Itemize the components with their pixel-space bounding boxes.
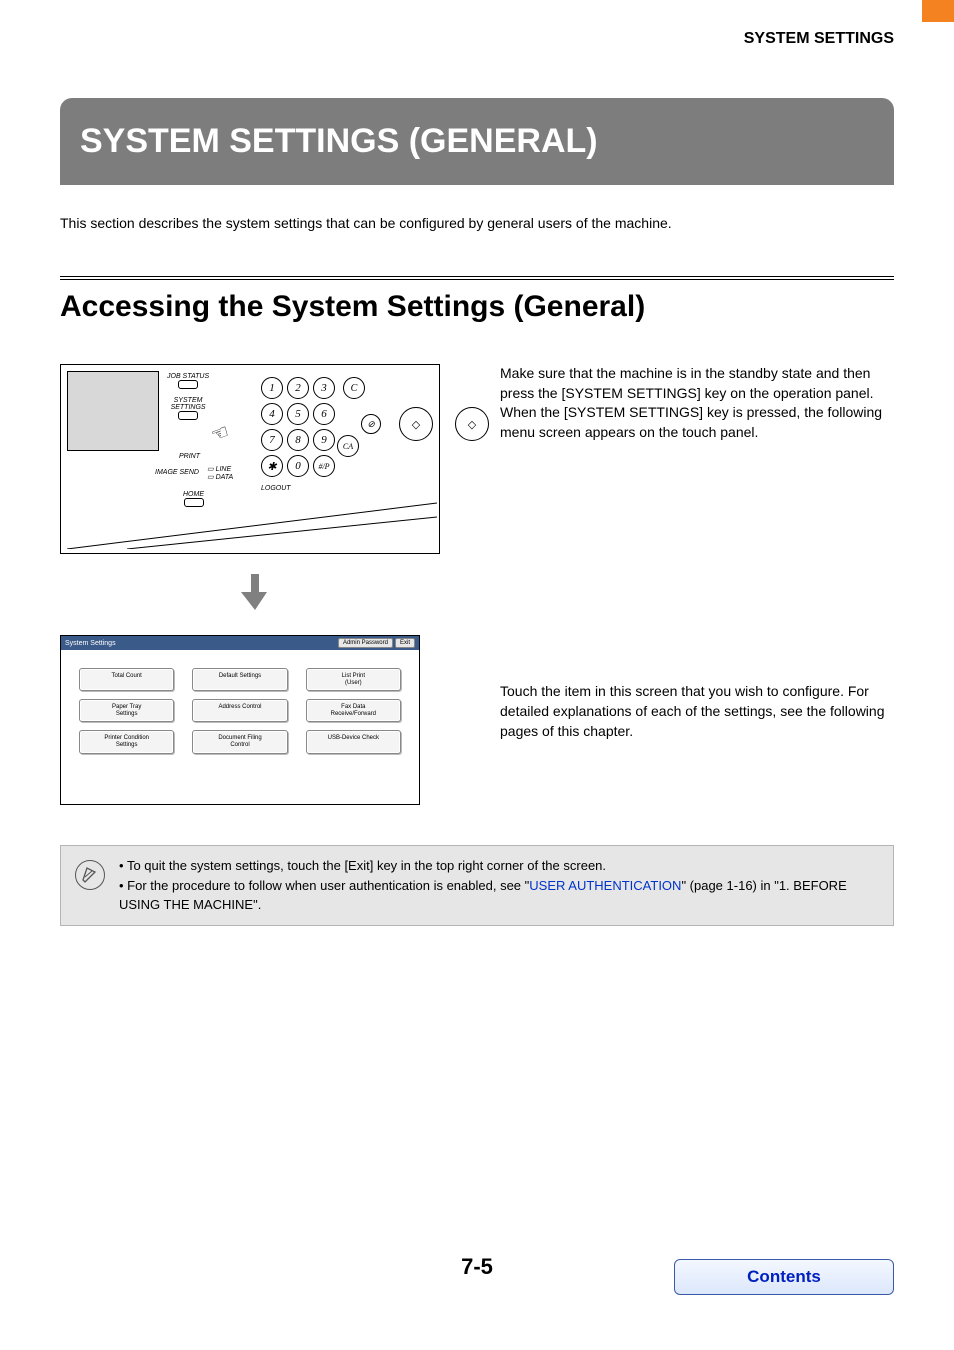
- label-job-status: JOB STATUS: [167, 373, 209, 380]
- label-system-1: SYSTEM: [174, 397, 203, 404]
- note-item-1: To quit the system settings, touch the […: [119, 856, 879, 876]
- numeric-keypad: 1 2 3 4 5 6 7 8 9 ✱ 0 #/P: [261, 377, 335, 477]
- big-circle-2: ◇: [455, 407, 489, 441]
- panel-diagonal-lines: [67, 499, 437, 549]
- note-icon: [75, 860, 105, 890]
- key-6: 6: [313, 403, 335, 425]
- touch-cell-paper-tray: Paper TraySettings: [79, 699, 174, 722]
- label-print: PRINT: [179, 453, 200, 460]
- key-star: ✱: [261, 455, 283, 477]
- key-5: 5: [287, 403, 309, 425]
- touch-admin-btn: Admin Password: [338, 638, 393, 648]
- stop-icon: ⊘: [361, 414, 381, 434]
- key-ca: CA: [337, 435, 359, 457]
- orange-corner-tab: [922, 0, 954, 22]
- mini-key-2: [178, 411, 198, 420]
- touch-cell-document-filing: Document FilingControl: [192, 730, 287, 753]
- instruction-p1: Make sure that the machine is in the sta…: [500, 364, 894, 403]
- key-0: 0: [287, 455, 309, 477]
- key-1: 1: [261, 377, 283, 399]
- double-rule: [60, 276, 894, 280]
- big-circle-1: ◇: [399, 407, 433, 441]
- panel-side-labels: JOB STATUS SYSTEM SETTINGS: [167, 373, 209, 424]
- label-line: ▭ LINE: [207, 465, 231, 473]
- touch-cell-total-count: Total Count: [79, 668, 174, 691]
- instruction-p2: When the [SYSTEM SETTINGS] key is presse…: [500, 403, 894, 442]
- label-logout: LOGOUT: [261, 485, 291, 492]
- touch-cell-default-settings: Default Settings: [192, 668, 287, 691]
- intro-paragraph: This section describes the system settin…: [60, 215, 894, 231]
- main-title: SYSTEM SETTINGS (GENERAL): [80, 122, 874, 161]
- key-9: 9: [313, 429, 335, 451]
- touch-cell-printer-condition: Printer ConditionSettings: [79, 730, 174, 753]
- mini-key-1: [178, 380, 198, 389]
- section-header: SYSTEM SETTINGS: [60, 30, 894, 48]
- key-2: 2: [287, 377, 309, 399]
- touch-exit-btn: Exit: [395, 638, 415, 648]
- panel-screen: [67, 371, 159, 451]
- touch-grid: Total Count Default Settings List Print(…: [61, 650, 419, 772]
- hand-pointer-icon: ☜: [207, 419, 232, 449]
- key-c: C: [343, 377, 365, 399]
- touch-cell-list-print: List Print(User): [306, 668, 401, 691]
- note-box: To quit the system settings, touch the […: [60, 845, 894, 926]
- note-list: To quit the system settings, touch the […: [119, 856, 879, 915]
- key-7: 7: [261, 429, 283, 451]
- instruction-p3: Touch the item in this screen that you w…: [500, 682, 894, 741]
- label-system-2: SETTINGS: [171, 404, 206, 411]
- main-title-banner: SYSTEM SETTINGS (GENERAL): [60, 98, 894, 185]
- contents-button[interactable]: Contents: [674, 1259, 894, 1295]
- label-data: ▭ DATA: [207, 473, 233, 481]
- key-8: 8: [287, 429, 309, 451]
- touch-title: System Settings: [65, 640, 116, 647]
- key-hash: #/P: [313, 455, 335, 477]
- note-item-2: For the procedure to follow when user au…: [119, 876, 879, 915]
- subtitle: Accessing the System Settings (General): [60, 290, 894, 324]
- touch-screen-illustration: System Settings Admin Password Exit Tota…: [60, 635, 420, 805]
- operation-panel-illustration: JOB STATUS SYSTEM SETTINGS ☜ 1 2 3 4 5: [60, 364, 440, 554]
- label-image-send: IMAGE SEND: [155, 469, 199, 476]
- right-circles: ⊘ ◇ ◇: [361, 407, 489, 441]
- touch-cell-fax-data: Fax DataReceive/Forward: [306, 699, 401, 722]
- key-3: 3: [313, 377, 335, 399]
- touch-cell-address-control: Address Control: [192, 699, 287, 722]
- down-arrow-icon: [60, 574, 450, 615]
- touch-title-bar: System Settings Admin Password Exit: [61, 636, 419, 650]
- touch-cell-usb-device: USB-Device Check: [306, 730, 401, 753]
- key-4: 4: [261, 403, 283, 425]
- user-auth-link[interactable]: USER AUTHENTICATION: [529, 878, 681, 893]
